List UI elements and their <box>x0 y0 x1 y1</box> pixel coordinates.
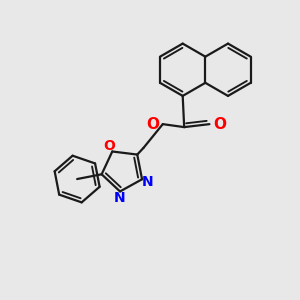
Text: N: N <box>113 191 125 205</box>
Text: O: O <box>146 117 159 132</box>
Text: O: O <box>213 117 226 132</box>
Text: O: O <box>103 139 115 153</box>
Text: N: N <box>142 175 154 189</box>
